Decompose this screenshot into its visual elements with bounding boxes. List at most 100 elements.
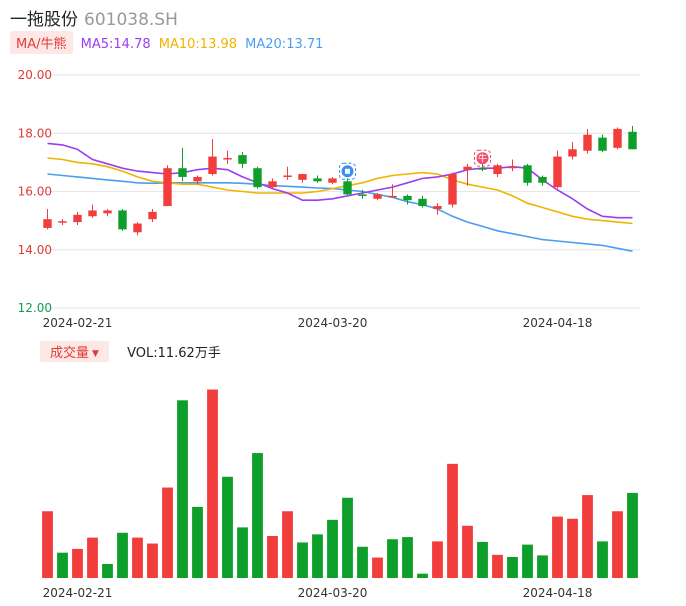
candle-body <box>523 165 532 183</box>
candle-body <box>448 174 457 205</box>
candle-body <box>313 178 322 182</box>
volume-bar <box>87 537 98 578</box>
volume-bar <box>522 544 533 578</box>
candle <box>223 150 232 164</box>
candle <box>88 204 97 218</box>
volume-bar <box>582 495 593 578</box>
ma-toggle-button[interactable]: MA/牛熊 <box>10 31 73 54</box>
candle-body <box>118 210 127 230</box>
ma20-line <box>47 173 633 252</box>
candle <box>418 195 427 208</box>
volume-bar <box>477 541 488 578</box>
volume-bar <box>297 542 308 578</box>
volume-toggle-button[interactable]: 成交量 ▼ <box>40 341 109 362</box>
stock-title: 一拖股份 601038.SH <box>10 5 178 30</box>
candle <box>358 190 367 199</box>
candle <box>613 127 622 150</box>
dropdown-arrow-icon: ▼ <box>92 349 99 359</box>
chart-markers: 牛 <box>339 149 491 180</box>
volume-bar <box>177 400 188 578</box>
candle <box>208 139 217 176</box>
candle-body <box>493 165 502 175</box>
candle <box>58 219 67 225</box>
candle <box>163 165 172 207</box>
volume-bar <box>117 532 128 578</box>
candle <box>463 163 472 186</box>
candle-body <box>238 155 247 164</box>
candle-body <box>598 137 607 151</box>
candle-body <box>88 210 97 217</box>
y-tick-label: 12.00 <box>18 301 52 315</box>
candle <box>103 208 112 217</box>
candle-body <box>148 211 157 220</box>
volume-bar <box>432 541 443 578</box>
candle-body <box>403 195 412 201</box>
volume-bar <box>237 527 248 578</box>
marker-glyph <box>345 168 350 174</box>
candle-body <box>43 219 52 228</box>
candle-body <box>553 156 562 188</box>
volume-bar <box>132 537 143 578</box>
candle-body <box>178 168 187 177</box>
volume-bar <box>507 557 518 578</box>
volume-bar <box>372 557 383 578</box>
candle <box>343 178 352 196</box>
ma10-line <box>47 157 633 225</box>
volume-bar <box>147 543 158 578</box>
candle-body <box>268 181 277 188</box>
volume-bar <box>282 511 293 578</box>
volume-bar <box>342 497 353 578</box>
volume-bar <box>72 548 83 578</box>
candle <box>598 134 607 153</box>
marker-dot <box>476 152 489 165</box>
candle <box>388 184 397 198</box>
volume-bar <box>327 519 338 578</box>
volume-bar <box>492 554 503 578</box>
volume-bar <box>102 564 113 578</box>
candle-body <box>433 206 442 209</box>
volume-bar <box>612 511 623 578</box>
candle-body <box>103 210 112 214</box>
volume-bar <box>357 546 368 578</box>
candle <box>403 194 412 205</box>
candle <box>508 159 517 172</box>
candle-body <box>253 168 262 188</box>
candle-body <box>478 168 487 170</box>
price-grid <box>40 74 640 309</box>
ma10-label: MA10:13.98 <box>158 37 238 52</box>
candle <box>493 163 502 177</box>
volume-bar <box>312 534 323 578</box>
candle-body <box>373 194 382 199</box>
candle-body <box>283 175 292 177</box>
moving-average-lines <box>47 142 633 252</box>
candle <box>283 166 292 180</box>
volume-bar <box>627 492 638 578</box>
candle <box>523 163 532 186</box>
x-tick-label: 2024-02-21 <box>43 316 113 330</box>
volume-bar <box>462 525 473 578</box>
x-tick-label: 2024-03-20 <box>298 316 368 330</box>
candle-body <box>193 176 202 182</box>
candle <box>553 150 562 189</box>
volume-bar <box>267 536 278 578</box>
candle-body <box>328 178 337 183</box>
marker-frame <box>474 149 491 167</box>
volume-bar <box>42 511 53 578</box>
marker-frame <box>339 162 356 180</box>
candle-body <box>508 166 517 169</box>
candle <box>538 175 547 186</box>
ma20-label: MA20:13.71 <box>245 37 324 52</box>
volume-bars <box>42 389 638 578</box>
volume-bar <box>567 518 578 578</box>
candle <box>178 147 187 182</box>
y-tick-label: 18.00 <box>18 126 52 140</box>
stock-code: 601038.SH <box>84 10 178 30</box>
candle <box>43 208 52 230</box>
candle-body <box>463 166 472 170</box>
info-badge-icon <box>339 162 356 180</box>
candle-body <box>613 128 622 148</box>
candle <box>133 222 142 236</box>
volume-bar <box>57 552 68 578</box>
candle <box>298 174 307 183</box>
candle-body <box>568 149 577 157</box>
